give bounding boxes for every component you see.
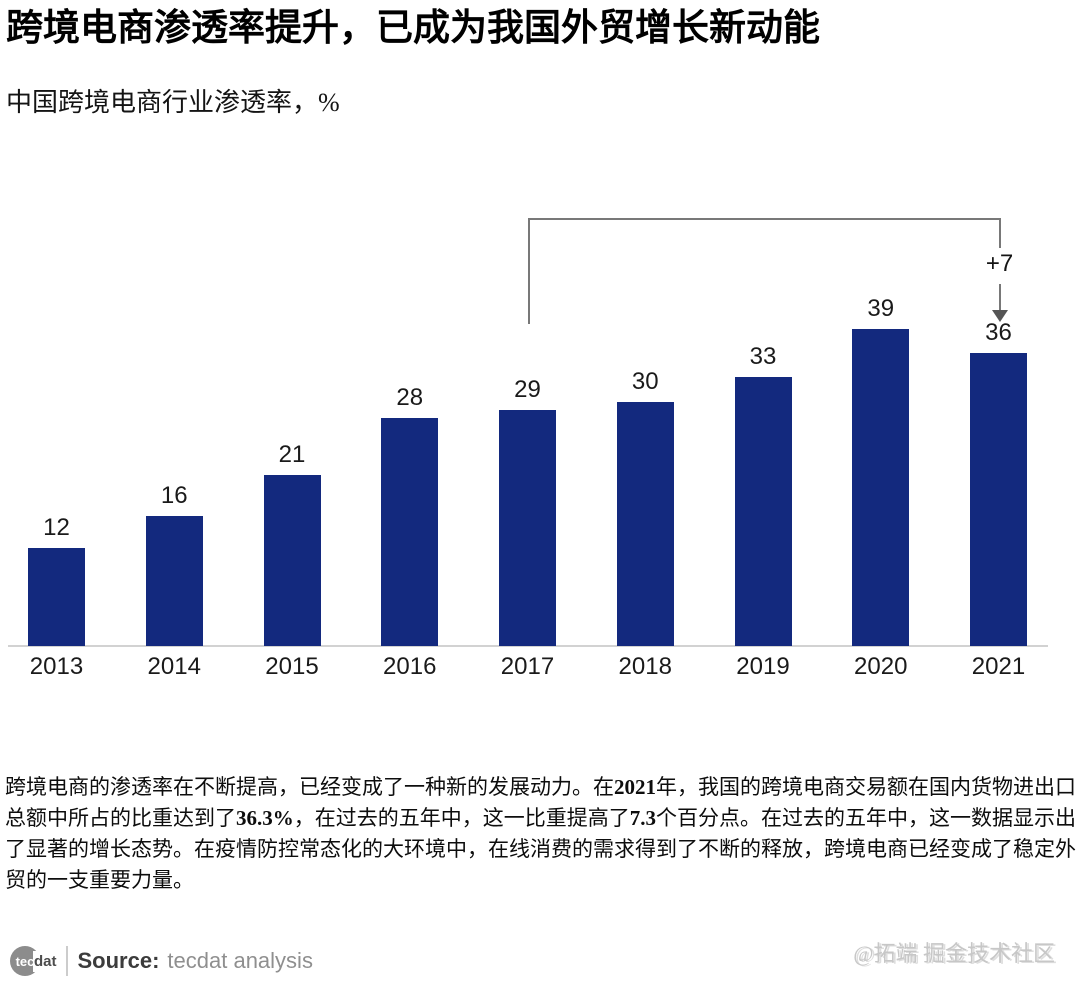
x-axis-label: 2018 [618, 653, 672, 680]
text-segment: 个百分点。在过去的五年中，这一数据显示出了显著的增长态势。在疫情防控常态化的大环… [5, 806, 1076, 892]
text-segment-bold: 7.3 [629, 806, 656, 830]
bar [381, 418, 439, 646]
x-axis-label: 2021 [971, 653, 1026, 680]
bracket-top-line [527, 218, 999, 220]
text-segment-bold: 36.3% [236, 806, 294, 830]
bar-value-label: 12 [43, 514, 70, 541]
bar-value-label: 39 [867, 295, 895, 322]
tecdat-logo-text: dat [33, 950, 58, 972]
x-axis-line [8, 645, 1048, 647]
arrow-down-icon [991, 310, 1008, 322]
text-segment-bold: 2021 [614, 775, 656, 799]
bar-value-label: 29 [514, 376, 541, 403]
source-label: Source: [77, 948, 160, 973]
text-segment: 跨境电商的渗透率在不断提高，已经变成了一种新的发展动力。在 [5, 775, 614, 799]
bar [28, 548, 85, 646]
chart-subtitle: 中国跨境电商行业渗透率，% [6, 88, 340, 117]
footer-divider [65, 946, 68, 976]
bar-value-label: 28 [396, 384, 424, 411]
bracket-right-line [998, 218, 1001, 248]
bar-value-label: 30 [631, 368, 659, 395]
bar [145, 516, 203, 646]
bar [970, 353, 1027, 646]
x-axis-label: 2016 [383, 653, 437, 680]
x-axis-label: 2013 [29, 653, 84, 680]
arrow-shaft [998, 284, 1001, 312]
bar [734, 377, 792, 646]
bar-value-label: 21 [278, 441, 306, 468]
bar [499, 410, 556, 646]
bar-value-label: 36 [985, 319, 1012, 346]
x-axis-label: 2017 [500, 653, 555, 680]
bar-value-label: 33 [749, 343, 777, 370]
bar [852, 329, 910, 646]
x-axis-label: 2019 [736, 653, 790, 680]
x-axis-label: 2015 [265, 653, 319, 680]
text-segment: 年，我国的跨境电商交易额在国内货物进出口总额中所占的比重达到了 [5, 775, 1076, 830]
body-paragraph: 跨境电商的渗透率在不断提高，已经变成了一种新的发展动力。在2021年，我国的跨境… [5, 772, 1076, 896]
text-segment: ，在过去的五年中，这一比重提高了 [293, 806, 630, 830]
watermark: @拓端 掘金技术社区 [853, 941, 1055, 966]
source-footer: tec dat Source: tecdat analysis [10, 944, 313, 978]
bracket-left-line [527, 218, 530, 324]
bar [263, 475, 321, 646]
bar [616, 402, 674, 646]
x-axis-label: 2014 [147, 653, 201, 680]
delta-label: +7 [985, 250, 1014, 277]
bar-value-label: 16 [160, 482, 188, 509]
source-text: tecdat analysis [167, 948, 313, 973]
x-axis-label: 2020 [854, 653, 908, 680]
page-title: 跨境电商渗透率提升，已成为我国外贸增长新动能 [6, 8, 820, 49]
